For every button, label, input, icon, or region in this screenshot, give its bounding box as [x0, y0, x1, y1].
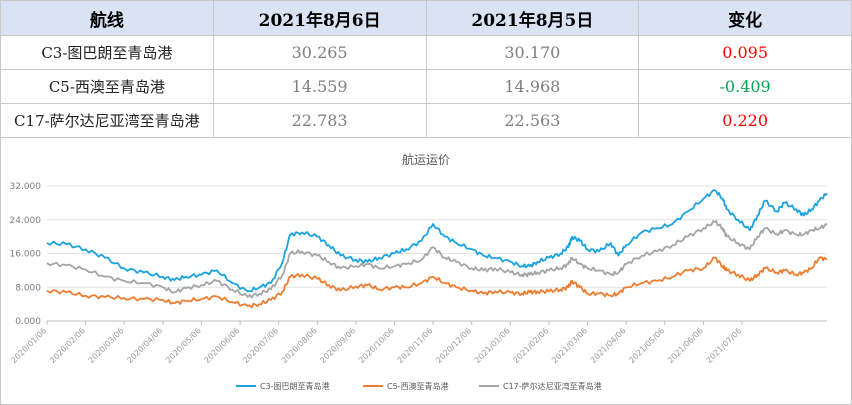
- legend-label: C5-西澳至青岛港: [387, 381, 449, 391]
- y-tick-label: 8.000: [15, 283, 41, 293]
- x-tick-label: 2020/09/06: [318, 326, 357, 365]
- table-row: C5-西澳至青岛港 14.559 14.968 -0.409: [0, 69, 852, 104]
- x-tick-label: 2021/06/06: [666, 326, 705, 365]
- series-lines: [46, 189, 828, 309]
- aug6-value: 22.783: [212, 103, 427, 138]
- change-value: -0.409: [638, 69, 852, 104]
- aug5-value: 30.170: [425, 35, 640, 70]
- legend-label: C17-萨尔达尼亚湾至青岛港: [503, 381, 602, 391]
- freight-line-chart: 航运运价 0.000 8.000 16.000 24.000 32.000 2020/0…: [9, 152, 828, 391]
- series-line-1: [46, 256, 828, 309]
- x-tick-label: 2020/06/06: [203, 326, 242, 365]
- x-tick-label: 2021/05/06: [627, 326, 666, 365]
- y-axis-ticks: 0.000 8.000 16.000 24.000 32.000: [10, 182, 42, 327]
- x-tick-label: 2021/04/06: [589, 326, 628, 365]
- x-tick-label: 2020/07/06: [241, 326, 280, 365]
- series-line-2: [46, 220, 828, 299]
- header-aug5: 2021年8月5日: [425, 0, 640, 36]
- change-value: 0.220: [638, 103, 852, 138]
- header-aug6: 2021年8月6日: [212, 0, 427, 36]
- x-tick-label: 2020/10/06: [357, 326, 396, 365]
- y-tick-label: 32.000: [10, 182, 42, 192]
- aug6-value: 14.559: [212, 69, 427, 104]
- chart-container: 航运运价 0.000 8.000 16.000 24.000 32.000 2020/0…: [0, 137, 852, 405]
- x-tick-label: 2020/11/06: [396, 326, 435, 365]
- header-change: 变化: [638, 0, 852, 36]
- aug5-value: 14.968: [425, 69, 640, 104]
- aug5-value: 22.563: [425, 103, 640, 138]
- x-tick-label: 2020/04/06: [125, 326, 164, 365]
- table-row: C3-图巴朗至青岛港 30.265 30.170 0.095: [0, 35, 852, 70]
- series-line-0: [46, 189, 828, 293]
- y-tick-label: 0.000: [15, 317, 41, 327]
- x-tick-label: 2021/07/06: [704, 326, 743, 365]
- x-tick-label: 2020/01/06: [9, 326, 48, 365]
- x-tick-label: 2021/03/06: [550, 326, 589, 365]
- y-tick-label: 16.000: [10, 250, 42, 260]
- chart-title: 航运运价: [402, 152, 450, 167]
- route-cell: C5-西澳至青岛港: [0, 69, 214, 104]
- freight-rate-table: 航线 2021年8月6日 2021年8月5日 变化 C3-图巴朗至青岛港 30.…: [0, 0, 852, 138]
- x-tick-label: 2021/02/06: [511, 326, 550, 365]
- table-header-row: 航线 2021年8月6日 2021年8月5日 变化: [0, 0, 852, 36]
- aug6-value: 30.265: [212, 35, 427, 70]
- route-cell: C17-萨尔达尼亚湾至青岛港: [0, 103, 214, 138]
- legend-label: C3-图巴朗至青岛港: [260, 381, 330, 391]
- x-tick-label: 2020/03/06: [87, 326, 126, 365]
- x-axis-ticks: 2020/01/06 2020/02/06 2020/03/06 2020/04/06…: [9, 320, 827, 365]
- x-tick-label: 2021/01/06: [473, 326, 512, 365]
- legend: C3-图巴朗至青岛港 C5-西澳至青岛港 C17-萨尔达尼亚湾至青岛港: [236, 381, 602, 391]
- route-cell: C3-图巴朗至青岛港: [0, 35, 214, 70]
- table-row: C17-萨尔达尼亚湾至青岛港 22.783 22.563 0.220: [0, 103, 852, 138]
- x-tick-label: 2020/02/06: [48, 326, 87, 365]
- x-tick-label: 2020/05/06: [164, 326, 203, 365]
- header-route: 航线: [0, 0, 214, 36]
- y-tick-label: 24.000: [10, 216, 42, 226]
- x-tick-label: 2020/08/06: [280, 326, 319, 365]
- change-value: 0.095: [638, 35, 852, 70]
- x-tick-label: 2020/12/06: [434, 326, 473, 365]
